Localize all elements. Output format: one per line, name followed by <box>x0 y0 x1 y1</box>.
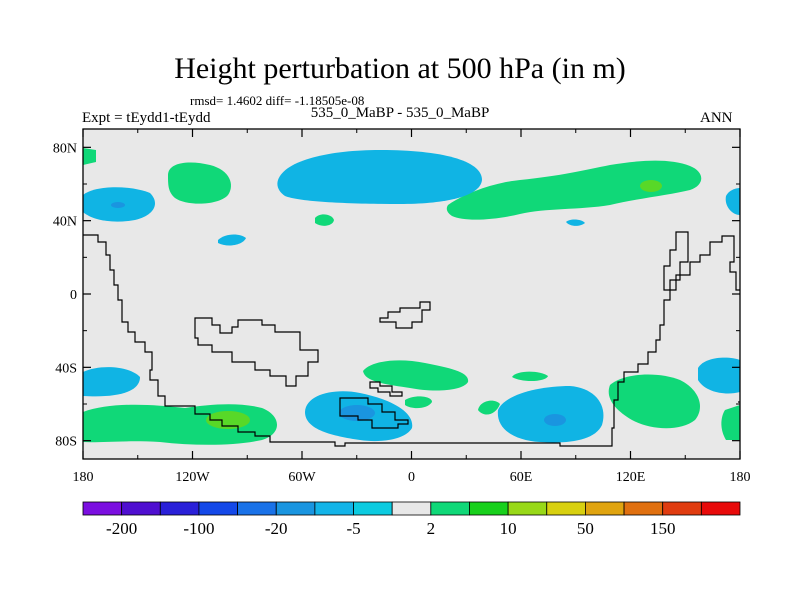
colorbar-swatch <box>275 501 316 516</box>
x-tick-label: 0 <box>408 470 415 485</box>
strong-positive-regions <box>206 180 662 429</box>
x-tick-label: 120W <box>175 470 210 485</box>
coastline <box>194 317 319 387</box>
colorbar: -200 -100 -20 -5 2 10 50 150 <box>82 501 741 538</box>
positive-region <box>512 371 548 382</box>
strong-negative-region <box>544 414 566 426</box>
x-tick-label: 60E <box>510 470 533 485</box>
positive-region <box>83 148 96 165</box>
colorbar-swatch <box>82 501 123 516</box>
positive-region <box>405 396 432 409</box>
chart-title: Height perturbation at 500 hPa (in m) <box>174 52 626 85</box>
negative-region <box>218 234 246 246</box>
y-tick-label: 80S <box>55 435 77 450</box>
negative-regions <box>83 150 740 443</box>
x-tick-label: 120E <box>616 470 646 485</box>
y-axis: 80N 40N 0 40S 80S <box>53 141 740 450</box>
season-label: ANN <box>700 110 733 126</box>
coastline <box>83 231 740 447</box>
colorbar-swatch <box>353 501 393 516</box>
colorbar-label: 2 <box>427 519 436 538</box>
strong-negative-regions <box>111 202 566 426</box>
x-tick-label: 60W <box>288 470 316 485</box>
coastline <box>339 397 409 429</box>
stats-label: rmsd= 1.4602 diff= -1.18505e-08 <box>190 93 365 108</box>
positive-region <box>721 405 740 440</box>
colorbar-swatch <box>237 501 277 516</box>
coastlines <box>83 231 740 447</box>
colorbar-label: 150 <box>650 519 676 538</box>
colorbar-swatch <box>700 501 741 516</box>
experiment-label: Expt = tEydd1-tEydd <box>82 110 211 126</box>
colorbar-swatch <box>662 501 702 516</box>
colorbar-label: -5 <box>346 519 360 538</box>
x-tick-label: 180 <box>730 470 751 485</box>
colorbar-swatch <box>430 501 470 516</box>
y-tick-label: 80N <box>53 141 77 156</box>
negative-region <box>725 188 740 215</box>
y-tick-label: 40S <box>55 361 77 376</box>
colorbar-label: 10 <box>500 519 517 538</box>
positive-region <box>363 360 469 391</box>
positive-region <box>168 162 231 204</box>
colorbar-swatch <box>546 501 586 516</box>
colorbar-label: -200 <box>106 519 137 538</box>
colorbar-swatch <box>314 501 354 516</box>
colorbar-swatch <box>159 501 200 516</box>
positive-region <box>315 214 334 226</box>
x-axis: 180 120W 60W 0 60E 120E 180 <box>73 129 751 485</box>
case-label: 535_0_MaBP - 535_0_MaBP <box>310 105 490 121</box>
strong-positive-region <box>206 411 250 429</box>
x-tick-label: 180 <box>73 470 94 485</box>
negative-region <box>698 357 740 394</box>
positive-region <box>446 160 702 220</box>
coastline <box>379 301 431 329</box>
strong-positive-region <box>640 180 662 192</box>
strong-negative-region <box>339 405 375 421</box>
colorbar-swatch <box>623 501 664 516</box>
colorbar-swatch <box>585 501 625 516</box>
colorbar-swatch <box>391 501 432 516</box>
negative-region <box>566 219 585 226</box>
colorbar-swatch <box>469 501 509 516</box>
colorbar-swatch <box>198 501 238 516</box>
negative-region <box>277 150 482 204</box>
colorbar-label: 50 <box>577 519 594 538</box>
positive-region <box>478 400 500 415</box>
y-tick-label: 40N <box>53 215 77 230</box>
negative-region <box>497 386 604 443</box>
negative-region <box>83 367 140 397</box>
y-tick-label: 0 <box>70 288 77 303</box>
positive-region <box>608 374 700 429</box>
coastline <box>369 381 403 397</box>
colorbar-label: -100 <box>183 519 214 538</box>
positive-region <box>83 404 277 445</box>
colorbar-swatch <box>507 501 548 516</box>
colorbar-label: -20 <box>265 519 288 538</box>
strong-negative-region <box>111 202 125 208</box>
colorbar-swatch <box>121 501 161 516</box>
